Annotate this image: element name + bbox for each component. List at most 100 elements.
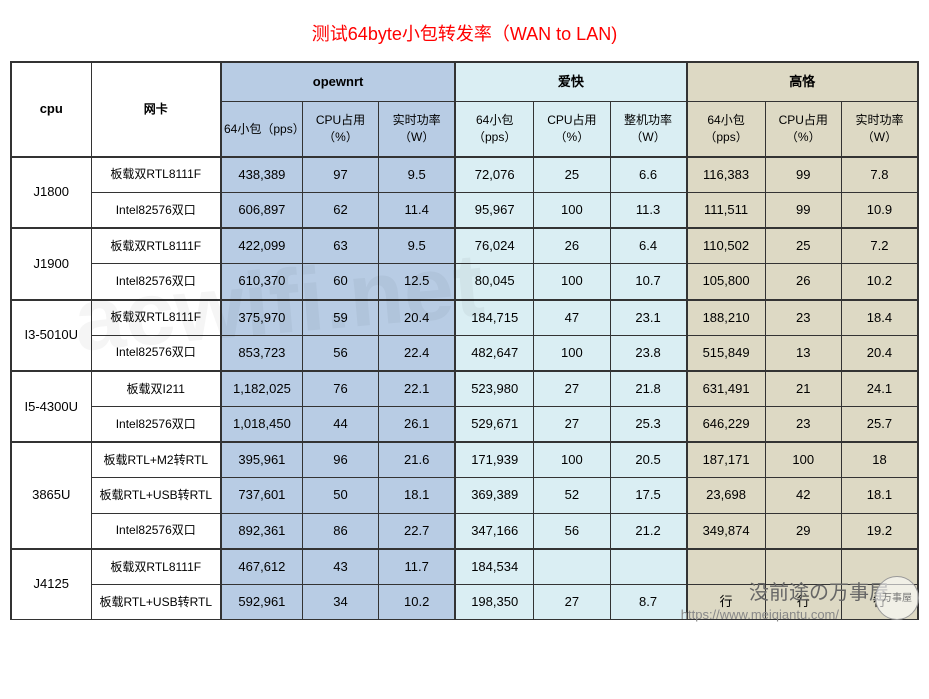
cell-g1-cpu: 34	[302, 585, 378, 620]
cell-g1-pwr: 22.7	[379, 513, 455, 549]
cell-g2-pps: 347,166	[455, 513, 534, 549]
table-row: J1900板载双RTL8111F422,099639.576,024266.41…	[11, 228, 918, 264]
cell-g3-pps: 631,491	[687, 371, 766, 407]
header-nic: 网卡	[91, 62, 221, 157]
page-title: 测试64byte小包转发率（WAN to LAN)	[10, 20, 919, 46]
cell-g1-cpu: 56	[302, 335, 378, 371]
cell-g1-pps: 1,182,025	[221, 371, 302, 407]
nic-name: Intel82576双口	[91, 335, 221, 371]
cell-g1-pwr: 18.1	[379, 478, 455, 513]
cell-g2-pwr: 25.3	[610, 407, 686, 443]
header-g2-pps: 64小包（pps）	[455, 102, 534, 157]
cell-g1-cpu: 60	[302, 264, 378, 300]
cell-g2-cpu: 26	[534, 228, 610, 264]
cell-g2-cpu: 27	[534, 585, 610, 620]
header-g3-pwr: 实时功率（W）	[841, 102, 918, 157]
cell-g3-pps: 行	[687, 585, 766, 620]
cell-g3-cpu: 29	[765, 513, 841, 549]
cell-g3-pwr: 7.8	[841, 157, 918, 193]
nic-name: Intel82576双口	[91, 192, 221, 228]
cell-g2-pwr	[610, 549, 686, 585]
cell-g3-pwr: 10.9	[841, 192, 918, 228]
cell-g3-pwr: 行	[841, 585, 918, 620]
table-row: Intel82576双口892,3618622.7347,1665621.234…	[11, 513, 918, 549]
cell-g3-cpu: 99	[765, 157, 841, 193]
cell-g3-pwr: 18.1	[841, 478, 918, 513]
cell-g1-cpu: 44	[302, 407, 378, 443]
table-row: Intel82576双口606,8976211.495,96710011.311…	[11, 192, 918, 228]
cell-g3-pwr: 19.2	[841, 513, 918, 549]
cell-g1-pwr: 22.4	[379, 335, 455, 371]
cell-g2-pps: 529,671	[455, 407, 534, 443]
header-g1-pwr: 实时功率（W）	[379, 102, 455, 157]
cell-g2-cpu	[534, 549, 610, 585]
cell-g1-cpu: 97	[302, 157, 378, 193]
header-g2-cpu: CPU占用（%）	[534, 102, 610, 157]
cell-g2-pwr: 20.5	[610, 442, 686, 478]
cell-g1-pwr: 20.4	[379, 300, 455, 336]
cell-g3-cpu: 42	[765, 478, 841, 513]
cell-g3-pps: 110,502	[687, 228, 766, 264]
cell-g1-pwr: 26.1	[379, 407, 455, 443]
cell-g2-pwr: 8.7	[610, 585, 686, 620]
cell-g1-pwr: 21.6	[379, 442, 455, 478]
table-row: Intel82576双口853,7235622.4482,64710023.85…	[11, 335, 918, 371]
header-group-gaoge: 高恪	[687, 62, 918, 102]
cell-g3-cpu: 13	[765, 335, 841, 371]
cell-g1-pps: 606,897	[221, 192, 302, 228]
nic-name: Intel82576双口	[91, 513, 221, 549]
header-g3-pps: 64小包（pps）	[687, 102, 766, 157]
header-group-opewnrt: opewnrt	[221, 62, 455, 102]
cell-g3-pps: 116,383	[687, 157, 766, 193]
cell-g2-cpu: 100	[534, 335, 610, 371]
cell-g2-pwr: 6.6	[610, 157, 686, 193]
cell-g3-pwr	[841, 549, 918, 585]
cell-g1-pwr: 9.5	[379, 228, 455, 264]
cell-g1-pps: 737,601	[221, 478, 302, 513]
cell-g3-pwr: 20.4	[841, 335, 918, 371]
cell-g3-pps	[687, 549, 766, 585]
nic-name: 板载双RTL8111F	[91, 549, 221, 585]
nic-name: 板载双I211	[91, 371, 221, 407]
cell-g1-cpu: 62	[302, 192, 378, 228]
cell-g2-pps: 198,350	[455, 585, 534, 620]
header-g3-cpu: CPU占用（%）	[765, 102, 841, 157]
cell-g1-pps: 592,961	[221, 585, 302, 620]
cell-g1-pps: 610,370	[221, 264, 302, 300]
cell-g2-pps: 72,076	[455, 157, 534, 193]
cell-g2-pps: 184,715	[455, 300, 534, 336]
cell-g1-pwr: 12.5	[379, 264, 455, 300]
cell-g1-pwr: 11.4	[379, 192, 455, 228]
cell-g3-cpu: 99	[765, 192, 841, 228]
cell-g3-pwr: 18	[841, 442, 918, 478]
cell-g2-pps: 369,389	[455, 478, 534, 513]
cell-g1-pps: 1,018,450	[221, 407, 302, 443]
cell-g2-pps: 523,980	[455, 371, 534, 407]
cell-g2-pwr: 21.2	[610, 513, 686, 549]
cell-g2-pwr: 6.4	[610, 228, 686, 264]
nic-name: 板载双RTL8111F	[91, 228, 221, 264]
cell-g3-cpu: 行	[765, 585, 841, 620]
cell-g2-cpu: 27	[534, 407, 610, 443]
cpu-name: 3865U	[11, 442, 91, 549]
table-row: 3865U板载RTL+M2转RTL395,9619621.6171,939100…	[11, 442, 918, 478]
cell-g1-pps: 422,099	[221, 228, 302, 264]
cell-g2-cpu: 47	[534, 300, 610, 336]
cell-g2-pwr: 23.1	[610, 300, 686, 336]
cell-g2-pps: 76,024	[455, 228, 534, 264]
header-group-aikuai: 爱快	[455, 62, 686, 102]
cell-g2-pps: 80,045	[455, 264, 534, 300]
cell-g2-pps: 184,534	[455, 549, 534, 585]
cell-g1-pps: 395,961	[221, 442, 302, 478]
cell-g3-pwr: 24.1	[841, 371, 918, 407]
cell-g2-pwr: 23.8	[610, 335, 686, 371]
table-row: Intel82576双口610,3706012.580,04510010.710…	[11, 264, 918, 300]
cell-g1-pps: 853,723	[221, 335, 302, 371]
cell-g2-cpu: 52	[534, 478, 610, 513]
cell-g3-pwr: 18.4	[841, 300, 918, 336]
cpu-name: J1800	[11, 157, 91, 228]
header-g1-cpu: CPU占用（%）	[302, 102, 378, 157]
nic-name: 板载RTL+M2转RTL	[91, 442, 221, 478]
cell-g3-pwr: 25.7	[841, 407, 918, 443]
nic-name: 板载双RTL8111F	[91, 300, 221, 336]
